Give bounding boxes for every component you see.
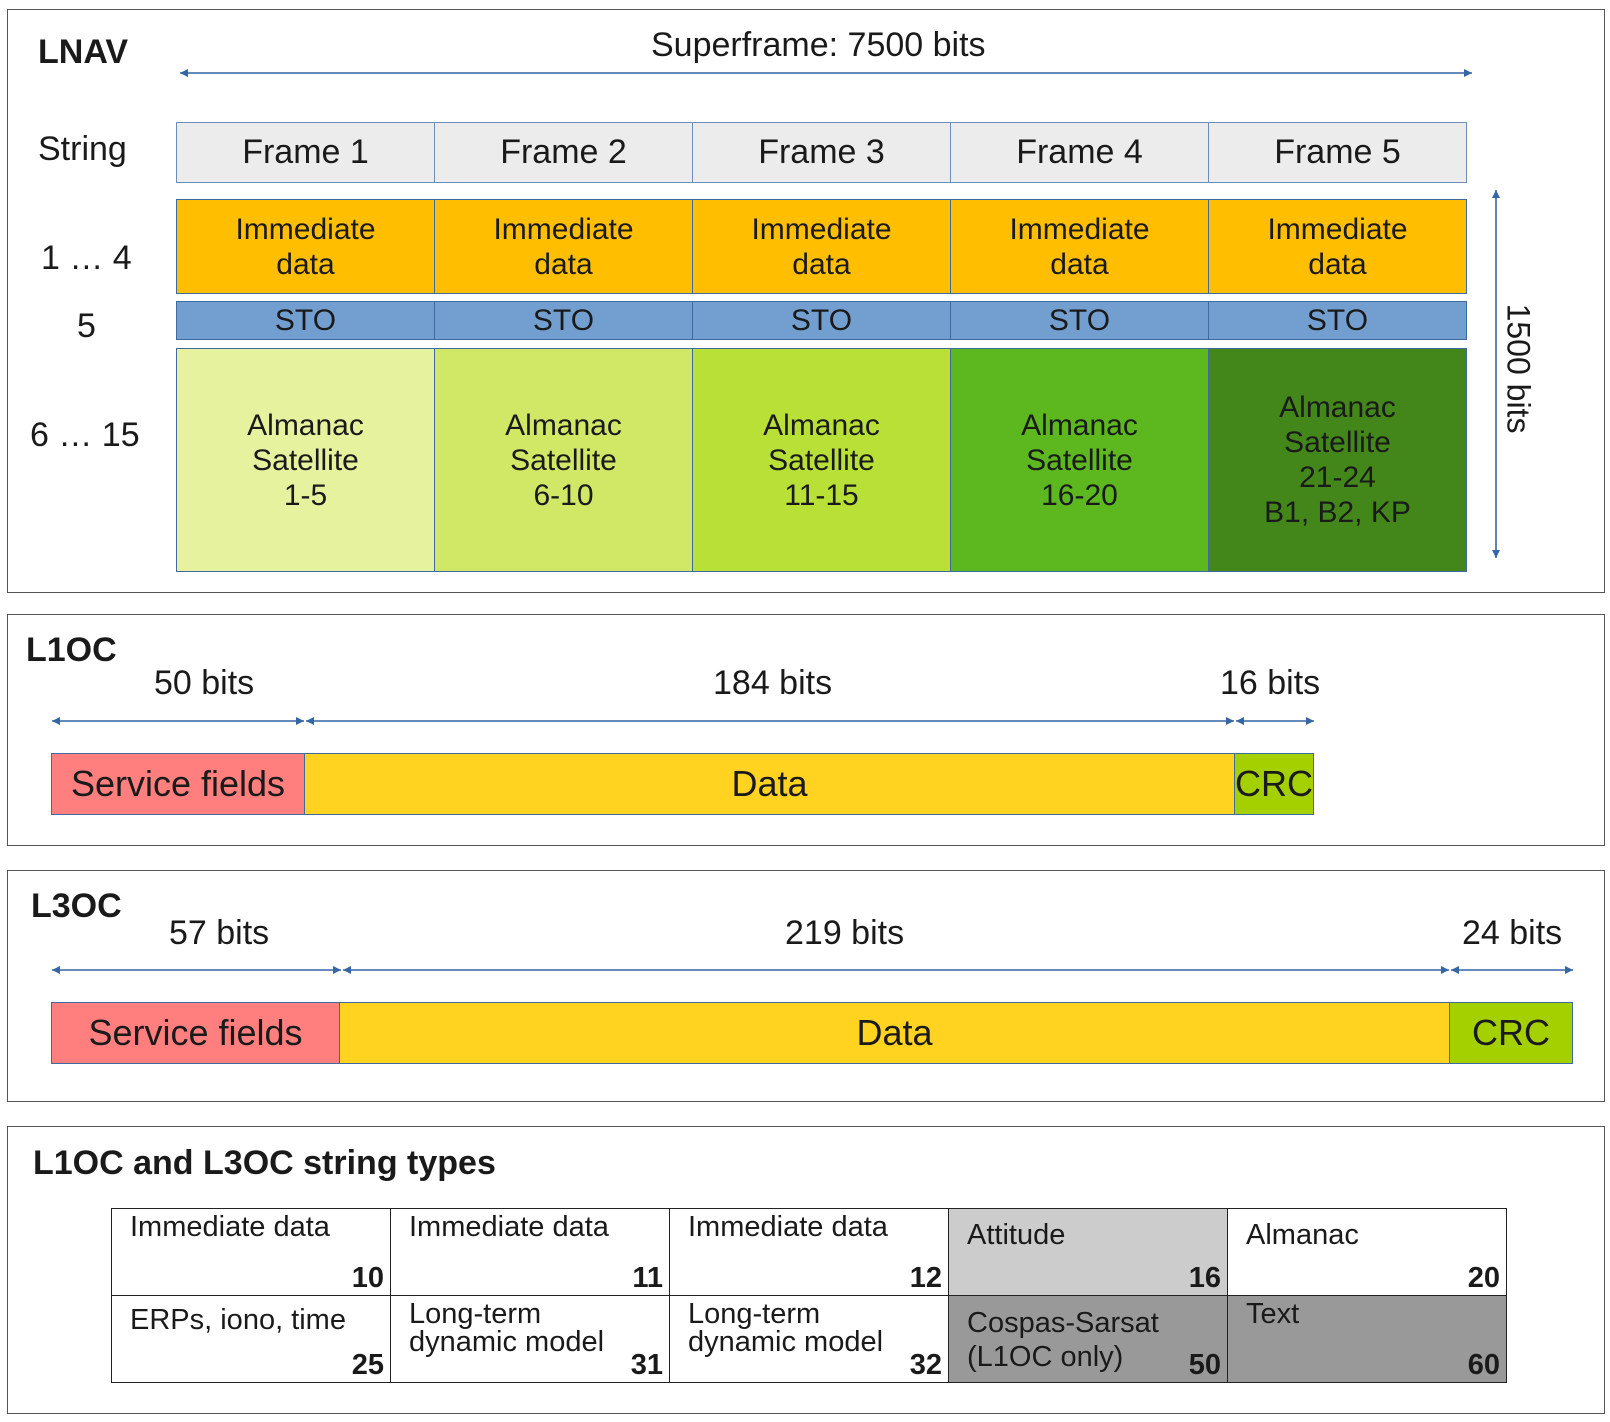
l1oc-crc: CRC: [1234, 753, 1314, 815]
immediate-data-cell: Immediate data: [434, 199, 693, 294]
row-label-5: 5: [77, 307, 96, 345]
type-number: 12: [909, 1262, 942, 1294]
type-name: Immediate data: [409, 1211, 609, 1243]
almanac-cell: Almanac Satellite 11-15: [692, 348, 951, 572]
type-number: 32: [909, 1349, 942, 1381]
type-number: 25: [351, 1349, 384, 1381]
l3oc-data: Data: [339, 1002, 1450, 1064]
row-label-6-15: 6 … 15: [30, 416, 140, 454]
sto-cell: STO: [434, 301, 693, 340]
type-number: 20: [1467, 1262, 1500, 1294]
immediate-data-cell: Immediate data: [950, 199, 1209, 294]
type-name: Immediate data: [688, 1211, 888, 1243]
type-number: 60: [1467, 1349, 1500, 1381]
string-types-title: L1OC and L3OC string types: [33, 1144, 496, 1182]
sto-cell: STO: [692, 301, 951, 340]
type-cell: Immediate data 10: [111, 1208, 391, 1296]
l1oc-title: L1OC: [26, 631, 117, 669]
l3oc-crc: CRC: [1449, 1002, 1573, 1064]
type-name: Almanac: [1246, 1219, 1359, 1251]
type-cell: ERPs, iono, time 25: [111, 1295, 391, 1383]
string-types-table: Immediate data 10 Immediate data 11 Immedi…: [111, 1208, 1507, 1383]
l1oc-size-crc: 16 bits: [1220, 664, 1321, 702]
frame-header: Frame 4: [950, 122, 1209, 183]
row-label-1-4: 1 … 4: [41, 239, 132, 277]
l3oc-size-service: 57 bits: [169, 914, 270, 952]
l1oc-size-service: 50 bits: [154, 664, 255, 702]
l1oc-service-fields: Service fields: [51, 753, 305, 815]
l3oc-size-data: 219 bits: [785, 914, 905, 952]
type-number: 11: [632, 1262, 663, 1294]
table-row: ERPs, iono, time 25 Long-term dynamic mod…: [111, 1295, 1507, 1383]
l1oc-size-data: 184 bits: [713, 664, 833, 702]
type-cell: Long-term dynamic model 31: [390, 1295, 670, 1383]
type-name: ERPs, iono, time: [130, 1304, 346, 1336]
superframe-label: Superframe: 7500 bits: [651, 26, 986, 64]
almanac-cell: Almanac Satellite 6-10: [434, 348, 693, 572]
type-name: Cospas-Sarsat (L1OC only): [967, 1307, 1159, 1373]
type-name: Immediate data: [130, 1211, 330, 1243]
sto-cell: STO: [176, 301, 435, 340]
sto-cell: STO: [1208, 301, 1467, 340]
type-cell: Text 60: [1227, 1295, 1507, 1383]
type-cell: Long-term dynamic model 32: [669, 1295, 949, 1383]
type-name: Text: [1246, 1298, 1300, 1330]
type-cell: Almanac 20: [1227, 1208, 1507, 1296]
immediate-data-cell: Immediate data: [176, 199, 435, 294]
string-header: String: [38, 130, 127, 168]
type-number: 10: [351, 1262, 384, 1294]
type-name: Long-term dynamic model: [688, 1298, 884, 1358]
l3oc-title: L3OC: [31, 887, 122, 925]
type-number: 31: [630, 1349, 663, 1381]
type-cell: Attitude 16: [948, 1208, 1228, 1296]
almanac-cell: Almanac Satellite 16-20: [950, 348, 1209, 572]
type-cell: Cospas-Sarsat (L1OC only) 50: [948, 1295, 1228, 1383]
type-name: Attitude: [967, 1219, 1066, 1251]
frame-header: Frame 2: [434, 122, 693, 183]
l3oc-size-crc: 24 bits: [1462, 914, 1563, 952]
immediate-data-cell: Immediate data: [692, 199, 951, 294]
immediate-data-cell: Immediate data: [1208, 199, 1467, 294]
lnav-title: LNAV: [38, 33, 129, 71]
type-cell: Immediate data 12: [669, 1208, 949, 1296]
frame-header: Frame 5: [1208, 122, 1467, 183]
sto-cell: STO: [950, 301, 1209, 340]
type-number: 50: [1188, 1349, 1221, 1381]
almanac-cell: Almanac Satellite 21-24 B1, B2, KP: [1208, 348, 1467, 572]
type-number: 16: [1188, 1262, 1221, 1294]
almanac-cell: Almanac Satellite 1-5: [176, 348, 435, 572]
type-name: Long-term dynamic model: [409, 1298, 605, 1358]
l1oc-data: Data: [304, 753, 1235, 815]
frame-header: Frame 3: [692, 122, 951, 183]
table-row: Immediate data 10 Immediate data 11 Immedi…: [111, 1208, 1507, 1296]
type-cell: Immediate data 11: [390, 1208, 670, 1296]
